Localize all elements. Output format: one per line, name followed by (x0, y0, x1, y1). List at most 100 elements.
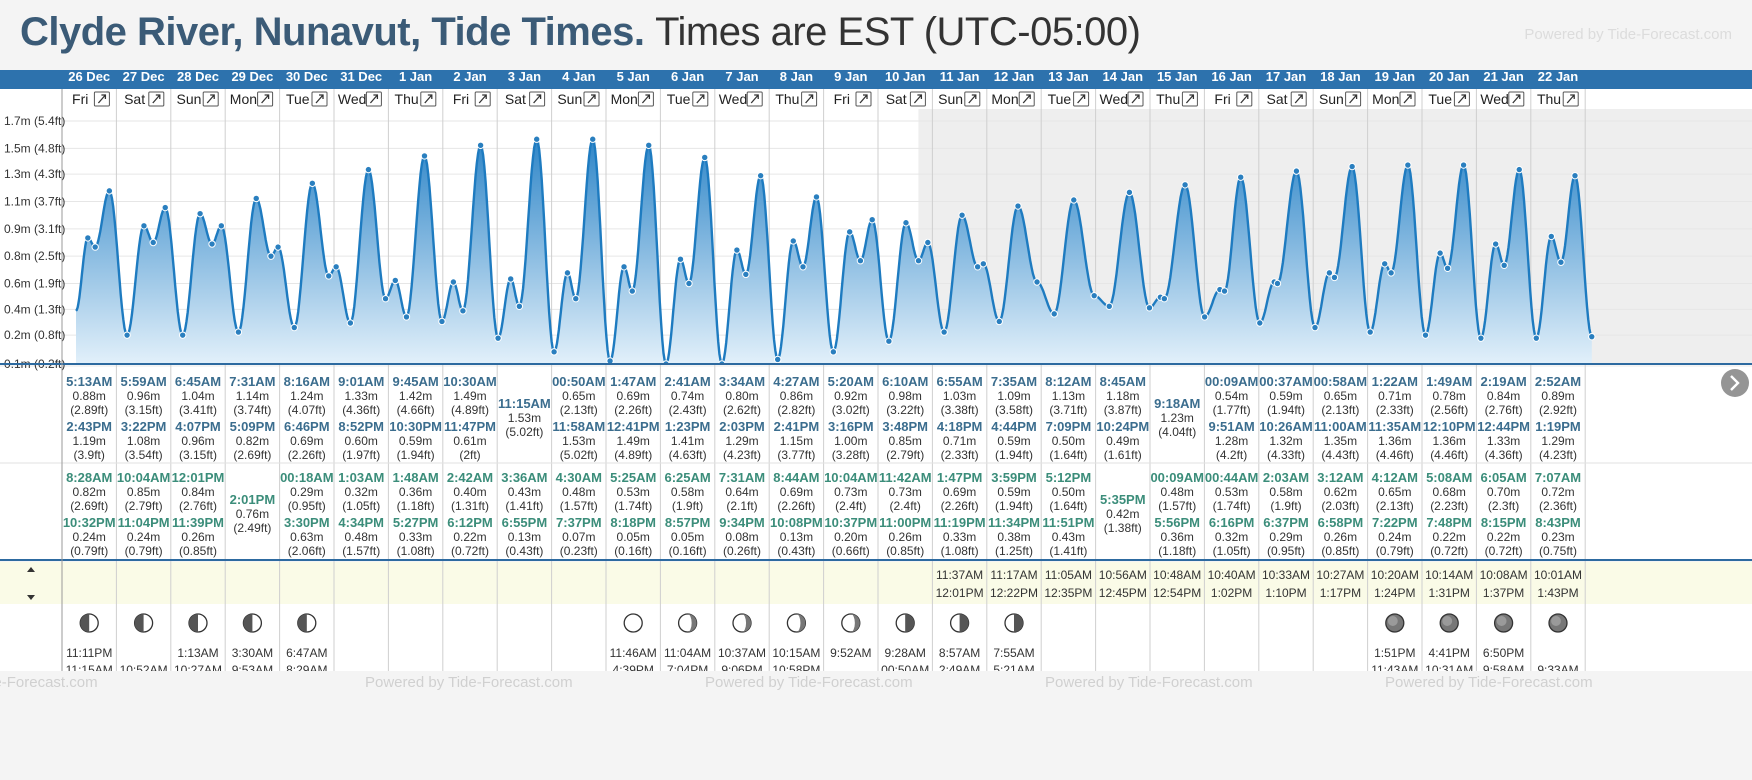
tide-extremum-point (550, 348, 558, 356)
powered-by-link[interactable]: Powered by Tide-Forecast.com (1524, 26, 1732, 43)
low-tide-time: 5:56PM (1154, 515, 1200, 530)
tide-extremum-point (973, 263, 982, 271)
low-tide-feet: (2.3ft) (1488, 499, 1519, 513)
tide-extremum-point (1033, 278, 1041, 286)
low-tide-time: 6:25AM (664, 470, 710, 485)
date-label: 3 Jan (508, 70, 541, 84)
date-label: 27 Dec (123, 70, 165, 84)
high-tide-feet: (3.28ft) (832, 448, 870, 462)
low-tide-time: 7:31AM (719, 470, 765, 485)
y-tick-label: 1.5m (4.8ft) (4, 141, 65, 155)
expand-icon (696, 94, 705, 104)
low-tide-meters: 0.13m (508, 530, 541, 544)
low-tide-feet: (0.75ft) (1539, 544, 1577, 558)
high-tide-meters: 0.82m (236, 434, 269, 448)
date-label: 6 Jan (671, 70, 704, 84)
date-label: 1 Jan (399, 70, 432, 84)
tide-extremum-point (1050, 310, 1058, 318)
expand-icon (805, 94, 814, 104)
date-label: 22 Jan (1538, 70, 1579, 84)
low-tide-time: 6:16PM (1209, 515, 1255, 530)
tide-extremum-point (1477, 334, 1485, 342)
date-label: 20 Jan (1429, 70, 1470, 84)
expand-icon (1566, 94, 1575, 104)
low-tide-meters: 0.23m (1541, 530, 1574, 544)
tide-extremum-point (1459, 161, 1468, 169)
high-tide-feet: (3.38ft) (941, 403, 979, 417)
sunset-time: 1:24PM (1374, 586, 1415, 600)
low-tide-feet: (2.79ft) (125, 499, 163, 513)
sunrise-time: 10:08AM (1480, 568, 1528, 582)
high-tide-meters: 1.42m (399, 389, 432, 403)
low-tide-meters: 0.43m (1052, 530, 1085, 544)
tide-extremum-point (332, 263, 340, 271)
high-tide-feet: (4.23ft) (723, 448, 761, 462)
high-tide-feet: (3.22ft) (886, 403, 924, 417)
high-tide-time: 2:43PM (66, 419, 112, 434)
high-tide-feet: (3.87ft) (1104, 403, 1142, 417)
weekday-label: Tue (286, 91, 310, 107)
low-tide-meters: 0.58m (671, 485, 704, 499)
high-tide-meters: 0.50m (1052, 434, 1085, 448)
tide-extremum-point (84, 234, 92, 242)
date-label: 10 Jan (885, 70, 926, 84)
expand-icon (968, 94, 977, 104)
scroll-right-button[interactable] (1721, 369, 1749, 397)
high-tide-time: 5:13AM (66, 374, 112, 389)
sunset-time: 1:43PM (1537, 586, 1578, 600)
high-tide-time: 3:34AM (719, 374, 765, 389)
low-tide-meters: 0.26m (181, 530, 214, 544)
tide-extremum-point (449, 278, 458, 286)
moon-shadow (297, 614, 307, 632)
low-tide-feet: (1.64ft) (1049, 499, 1087, 513)
tide-extremum-point (252, 194, 260, 203)
low-tide-time: 11:04PM (118, 515, 170, 530)
tide-extremum-point (1421, 331, 1430, 339)
moon-set-time: 1:13AM (177, 646, 218, 660)
high-tide-feet: (2.62ft) (723, 403, 761, 417)
moon-set-time: 7:55AM (993, 646, 1034, 660)
low-tide-feet: (2.13ft) (1376, 499, 1414, 513)
moon-set-time: 3:30AM (232, 646, 273, 660)
high-tide-meters: 0.71m (1378, 389, 1411, 403)
low-tide-meters: 0.33m (399, 530, 432, 544)
tide-extremum-point (995, 317, 1003, 326)
page-title: Clyde River, Nunavut, Tide Times. Times … (20, 10, 1141, 55)
high-tide-feet: (2.26ft) (614, 403, 652, 417)
tide-extremum-point (1125, 188, 1134, 197)
weekday-label: Fri (1214, 91, 1230, 107)
low-tide-time: 11:34PM (988, 515, 1040, 530)
high-tide-meters: 1.33m (345, 389, 378, 403)
high-tide-meters: 1.49m (453, 389, 486, 403)
moon-shadow (189, 614, 198, 632)
high-tide-feet: (2.33ft) (1376, 403, 1414, 417)
tide-extremum-point (885, 337, 893, 345)
low-tide-time: 11:19PM (934, 515, 986, 530)
low-tide-time: 9:34PM (719, 515, 765, 530)
high-tide-time: 7:09PM (1046, 419, 1092, 434)
expand-icon (315, 94, 324, 104)
low-tide-feet: (1.08ft) (397, 544, 435, 558)
low-tide-feet: (0.85ft) (886, 544, 924, 558)
moon-first-quarter-icon (133, 613, 154, 633)
high-tide-meters: 0.86m (780, 389, 813, 403)
low-tide-feet: (2.23ft) (1430, 499, 1468, 513)
sunrise-time: 10:40AM (1208, 568, 1256, 582)
tide-extremum-point (123, 331, 131, 339)
moon-new-icon (1439, 613, 1459, 633)
sunset-time: 1:31PM (1429, 586, 1470, 600)
low-tide-feet: (2.49ft) (233, 521, 271, 535)
moon-shadow (243, 614, 253, 632)
high-tide-feet: (1.94ft) (995, 448, 1033, 462)
scroll-button-disc[interactable] (1721, 369, 1749, 397)
moon-first-quarter-icon (79, 613, 99, 633)
moon-set-time: 6:47AM (286, 646, 327, 660)
low-tide-time: 7:37PM (556, 515, 602, 530)
sunset-time: 1:10PM (1265, 586, 1306, 600)
date-label: 13 Jan (1048, 70, 1089, 84)
low-tide-meters: 0.85m (127, 485, 160, 499)
date-label: 14 Jan (1103, 70, 1144, 84)
y-tick-label: 0.6m (1.9ft) (4, 277, 65, 291)
tide-extremum-point (178, 331, 187, 339)
tide-extremum-point (1588, 332, 1596, 341)
